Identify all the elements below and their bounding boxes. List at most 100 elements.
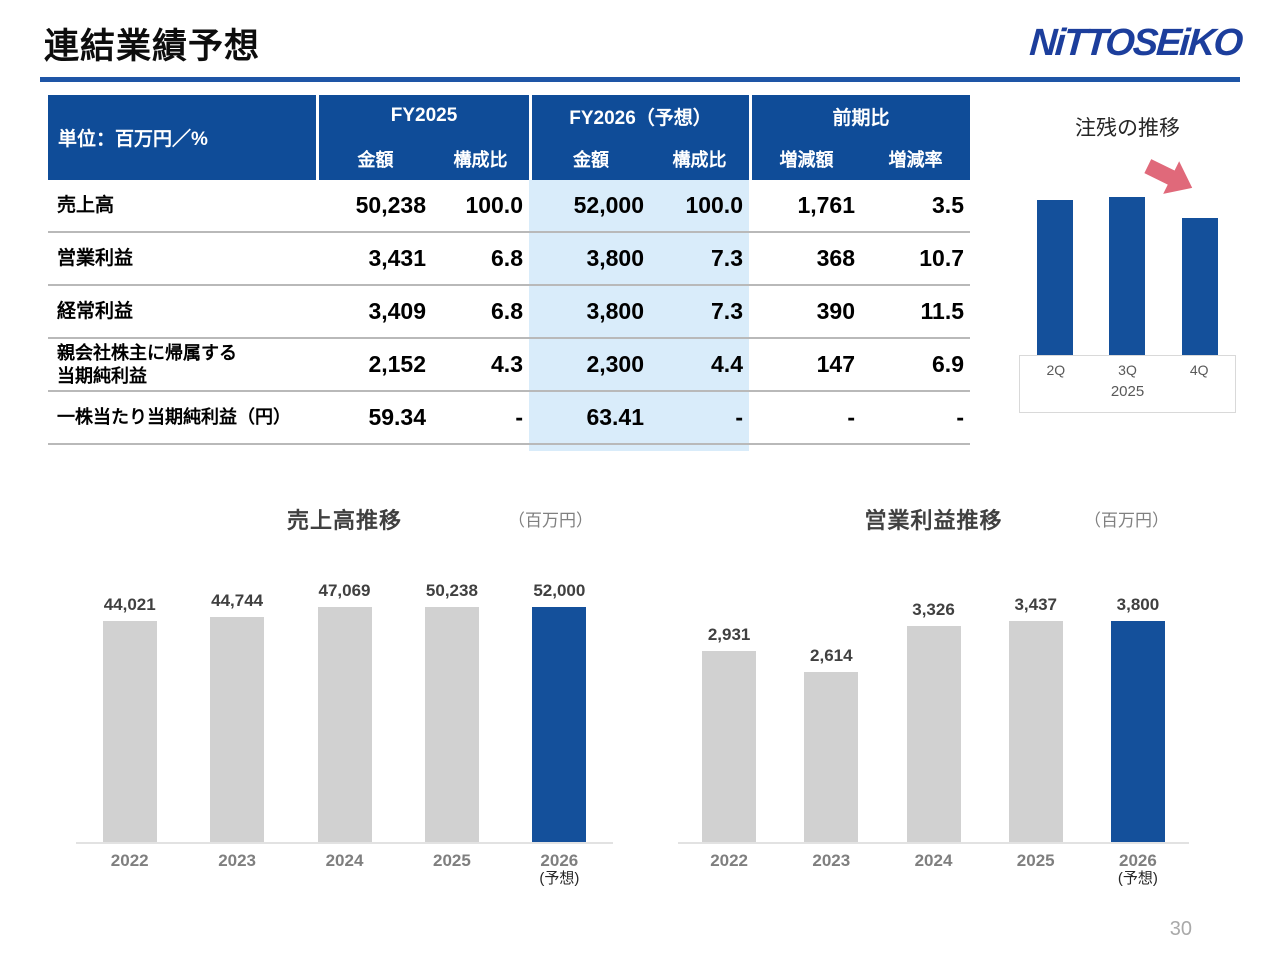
value-cell: 4.3 [491, 351, 523, 377]
bar-column: 2,931 [678, 595, 780, 842]
page-number: 30 [1169, 918, 1192, 940]
fy2026-highlight-column [529, 180, 749, 451]
bar-column [1019, 197, 1091, 355]
sub-col-label: 増減額 [779, 149, 834, 170]
table-body: 売上高 50,238 100.0 52,000 100.0 1,761 3.5 … [48, 180, 970, 451]
bar-value-label: 3,437 [1014, 595, 1057, 614]
bar-2022 [702, 651, 757, 842]
col-group-label: 前期比 [832, 107, 890, 129]
bar-2023 [210, 617, 265, 842]
axis-tick-label: 2026 [540, 851, 579, 870]
table-row-operating-profit: 営業利益 3,431 6.8 3,800 7.3 368 10.7 [48, 233, 970, 286]
downtrend-arrow-icon [1144, 159, 1193, 194]
bar-value-label: 52,000 [533, 581, 586, 600]
forecast-table: 単位：百万円／% FY2025 金額 構成比 FY2026（予想） 金額 構成比… [48, 95, 970, 451]
bar-value-label: 47,069 [318, 581, 371, 600]
x-axis-line [76, 842, 613, 844]
axis-tick-label: 2025 [1016, 851, 1055, 870]
value-cell: 390 [816, 298, 855, 324]
bar-2023 [804, 672, 859, 842]
bar-value-label: 50,238 [425, 581, 478, 600]
value-cell: 2,300 [586, 351, 644, 377]
value-cell: - [956, 404, 964, 430]
axis-tick-label: 2023 [218, 851, 257, 870]
value-cell: - [515, 404, 523, 430]
sub-col-label: 金額 [357, 149, 394, 170]
sales-plot-area: 44,021 44,744 47,069 50,238 52,000 [76, 581, 613, 842]
bar-2q [1037, 200, 1074, 355]
sales-trend-chart: 売上高推移 （百万円） 44,021 44,744 47,069 50,238 … [76, 503, 613, 895]
bar-column: 50,238 [398, 581, 505, 842]
bar-column: 47,069 [291, 581, 398, 842]
table-row-net-sales: 売上高 50,238 100.0 52,000 100.0 1,761 3.5 [48, 180, 970, 233]
row-label: 経常利益 [57, 300, 134, 322]
bar-2024 [317, 607, 372, 842]
value-cell: 3,409 [368, 298, 426, 324]
value-cell: 1,761 [797, 192, 855, 218]
x-axis-line [678, 842, 1189, 844]
bar-value-label: 2,614 [810, 646, 853, 665]
bar-column: 52,000 [506, 581, 613, 842]
axis-label-box: 2Q 3Q 4Q 2025 [1019, 355, 1236, 413]
col-group-label: FY2026（予想） [569, 107, 712, 129]
axis-tick-label: 2026 [1119, 851, 1157, 870]
row-label: 営業利益 [57, 247, 134, 269]
value-cell: 7.3 [711, 245, 743, 271]
table-row-net-income: 親会社株主に帰属する 当期純利益 2,152 4.3 2,300 4.4 147… [48, 339, 970, 392]
axis-tick-label: 2023 [812, 851, 851, 870]
col-group-fy2025: FY2025 金額 構成比 [316, 95, 529, 180]
value-cell: 3,800 [586, 298, 644, 324]
col-group-label: FY2025 [390, 105, 458, 126]
bar-column: 44,021 [76, 581, 183, 842]
bar-3q [1109, 197, 1146, 355]
value-cell: 2,152 [368, 351, 426, 377]
value-cell: 3,431 [368, 245, 426, 271]
value-cell: 10.7 [919, 245, 964, 271]
row-label: 一株当たり当期純利益（円） [57, 407, 291, 428]
row-label: 売上高 [57, 194, 115, 216]
profit-plot-area: 2,931 2,614 3,326 3,437 3,800 [678, 595, 1189, 842]
axis-group-label: 2025 [1110, 383, 1145, 400]
bar-column: 3,800 [1087, 595, 1189, 842]
chart-title: 注残の推移 [1075, 117, 1180, 140]
bar-value-label: 3,326 [912, 600, 955, 619]
chart-unit-label: （百万円） [1084, 511, 1169, 530]
axis-tick-label: 2022 [110, 851, 149, 870]
forecast-note: (予想) [1117, 870, 1158, 887]
axis-tick-label: 4Q [1189, 362, 1209, 378]
title-underline [40, 77, 1240, 82]
operating-profit-trend-chart: 営業利益推移 （百万円） 2,931 2,614 3,326 3,437 3,8… [678, 503, 1189, 895]
sub-col-label: 構成比 [453, 149, 508, 170]
col-group-yoy: 前期比 増減額 増減率 [749, 95, 970, 180]
value-cell: 6.9 [932, 351, 964, 377]
bar-column: 2,614 [780, 595, 882, 842]
bar-2026-forecast [1110, 621, 1165, 842]
order-backlog-chart: 注残の推移 2Q 3Q 4Q 2025 [1019, 112, 1236, 413]
axis-tick-label: 3Q [1118, 362, 1137, 378]
bar-2026-forecast [532, 607, 587, 842]
chart-title: 売上高推移 [286, 508, 402, 533]
bar-2025 [424, 607, 479, 842]
bar-value-label: 2,931 [707, 625, 751, 644]
chart-title: 営業利益推移 [864, 508, 1003, 533]
table-header: 単位：百万円／% FY2025 金額 構成比 FY2026（予想） 金額 構成比… [48, 95, 970, 180]
bar-4q [1181, 218, 1218, 355]
value-cell: - [735, 404, 743, 430]
col-group-fy2026: FY2026（予想） 金額 構成比 [529, 95, 749, 180]
value-cell: 147 [816, 351, 855, 377]
value-cell: 100.0 [685, 192, 743, 218]
value-cell: 3.5 [932, 192, 964, 218]
bar-column [1164, 197, 1236, 355]
nittoseiko-logo: NiTTOSEiKO [1028, 22, 1243, 64]
sub-col-label: 金額 [573, 149, 609, 170]
bar-2022 [102, 621, 157, 842]
bar-2025 [1008, 621, 1063, 842]
axis-tick-label: 2025 [433, 851, 471, 870]
unit-label: 単位：百万円／% [58, 129, 208, 150]
value-cell: 6.8 [491, 298, 523, 324]
chart-unit-label: （百万円） [508, 511, 593, 530]
bar-value-label: 44,744 [211, 591, 264, 610]
bar-column [1091, 197, 1163, 355]
value-cell: 368 [816, 245, 855, 271]
